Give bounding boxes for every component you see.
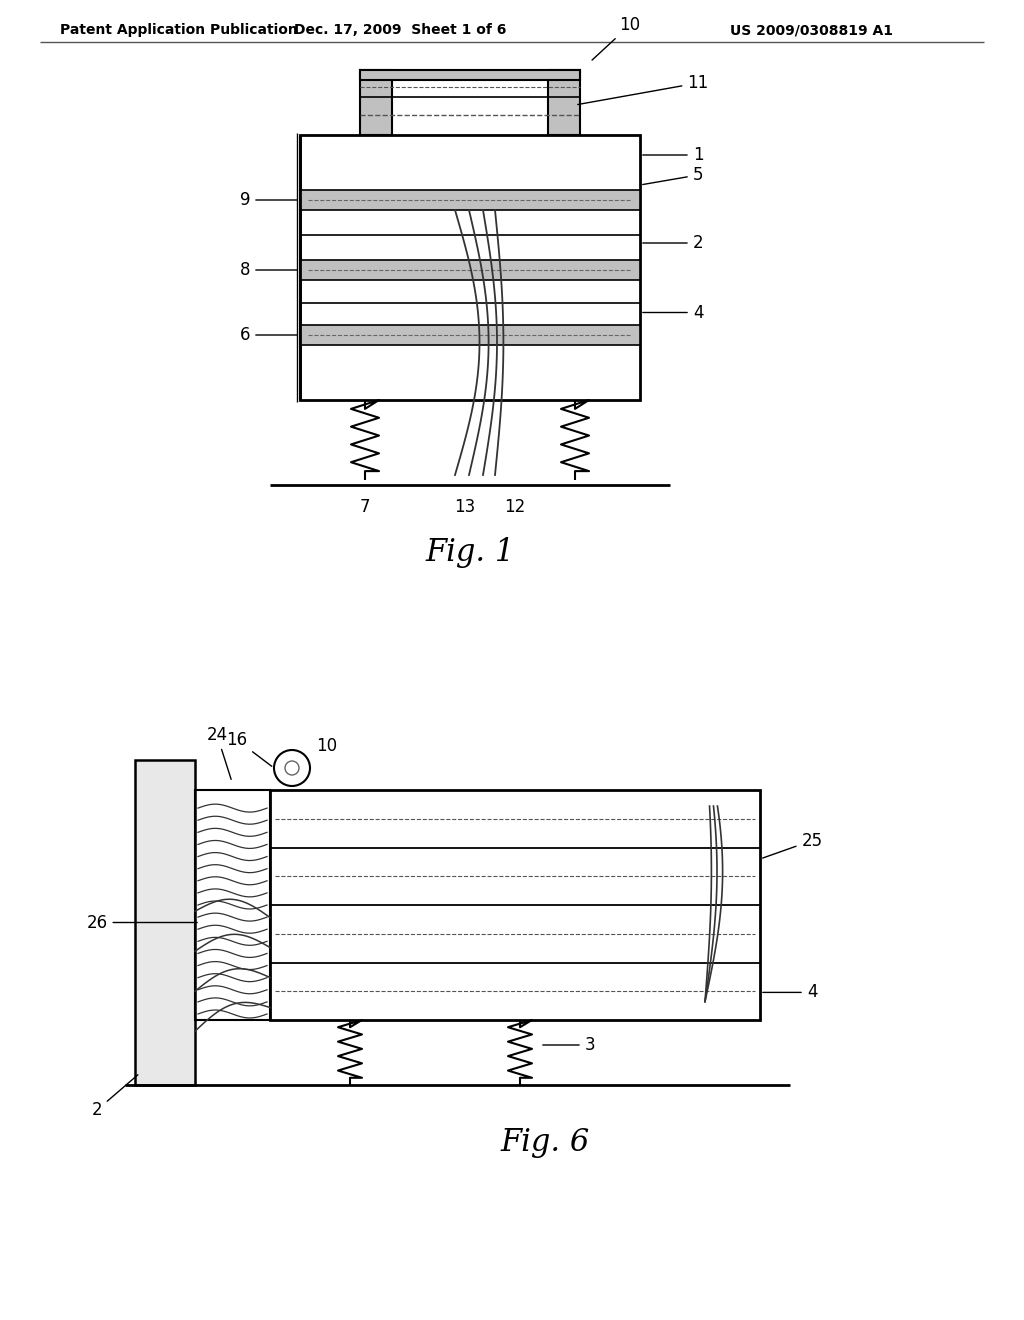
Text: 2: 2 bbox=[92, 1074, 138, 1119]
Bar bbox=[548, 70, 580, 135]
Text: 10: 10 bbox=[592, 16, 641, 61]
Bar bbox=[300, 190, 640, 210]
Text: Fig. 6: Fig. 6 bbox=[501, 1127, 590, 1159]
Text: 9: 9 bbox=[240, 191, 297, 209]
Text: 25: 25 bbox=[763, 832, 822, 858]
Text: 24: 24 bbox=[207, 726, 231, 779]
Text: 7: 7 bbox=[359, 498, 371, 516]
Bar bbox=[300, 260, 640, 280]
Bar bbox=[270, 789, 760, 1020]
Text: 3: 3 bbox=[543, 1036, 595, 1053]
Text: 1: 1 bbox=[643, 147, 703, 164]
Text: 5: 5 bbox=[643, 166, 703, 185]
Bar bbox=[360, 70, 392, 135]
Bar bbox=[360, 70, 580, 81]
Text: 16: 16 bbox=[226, 731, 271, 767]
Text: 10: 10 bbox=[316, 737, 338, 755]
Bar bbox=[300, 135, 640, 400]
Text: US 2009/0308819 A1: US 2009/0308819 A1 bbox=[730, 22, 893, 37]
Text: 12: 12 bbox=[505, 498, 525, 516]
Bar bbox=[135, 760, 195, 1085]
Bar bbox=[300, 325, 640, 345]
Text: Dec. 17, 2009  Sheet 1 of 6: Dec. 17, 2009 Sheet 1 of 6 bbox=[294, 22, 506, 37]
Text: 2: 2 bbox=[643, 234, 703, 252]
Bar bbox=[195, 789, 270, 1020]
Text: 4: 4 bbox=[763, 983, 817, 1002]
Text: Patent Application Publication: Patent Application Publication bbox=[60, 22, 298, 37]
Text: 6: 6 bbox=[240, 326, 297, 345]
Text: 26: 26 bbox=[86, 913, 198, 932]
Text: 8: 8 bbox=[240, 261, 297, 279]
Text: 4: 4 bbox=[643, 304, 703, 322]
Text: 11: 11 bbox=[578, 74, 709, 104]
Text: Fig. 1: Fig. 1 bbox=[425, 537, 515, 569]
Text: 13: 13 bbox=[455, 498, 475, 516]
